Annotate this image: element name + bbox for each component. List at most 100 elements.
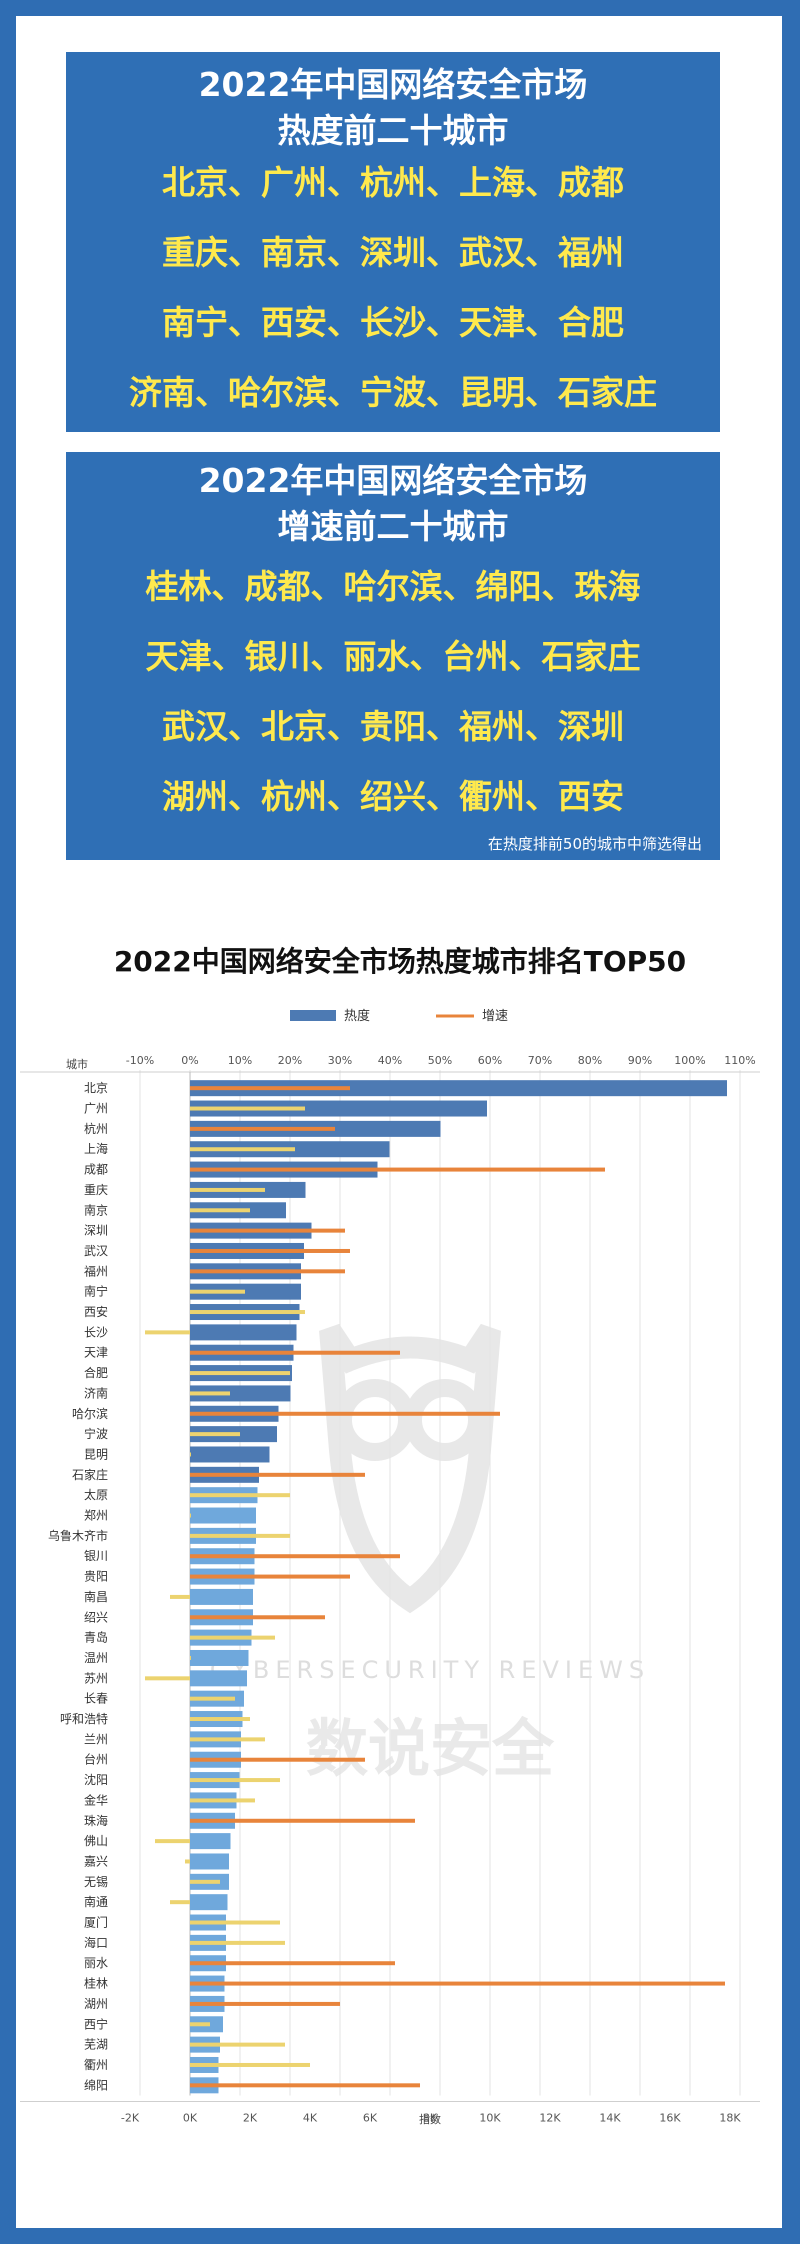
growth-tick-label: 20% <box>278 1054 302 1067</box>
heat-tick-label: 2K <box>243 2112 258 2125</box>
category-label: 上海 <box>84 1141 108 1156</box>
heat-bar <box>190 1588 253 1605</box>
growth-bar <box>190 2001 340 2006</box>
heat-tick-label: 4K <box>303 2112 318 2125</box>
category-label: 无锡 <box>84 1874 108 1889</box>
heat-tick-label: 16K <box>659 2112 681 2125</box>
category-label: 郑州 <box>84 1508 108 1523</box>
category-label: 衢州 <box>84 2058 108 2072</box>
heat-bar <box>190 1385 291 1402</box>
growth-bar <box>190 1391 230 1396</box>
category-axis-label: 城市 <box>66 1057 88 1071</box>
growth-bar <box>190 1920 280 1925</box>
growth-tick-label: 90% <box>628 1054 652 1067</box>
growth-bar <box>190 1798 255 1803</box>
growth-bar <box>190 1574 350 1579</box>
growth-tick-label: 80% <box>578 1054 602 1067</box>
category-label: 南宁 <box>84 1284 108 1299</box>
category-label: 宁波 <box>84 1426 108 1441</box>
growth-bar <box>190 1615 325 1620</box>
growth-box-line-4: 湖州、杭州、绍兴、衢州、西安 <box>162 777 624 816</box>
category-label: 西安 <box>84 1304 108 1319</box>
growth-bar <box>190 1106 305 1111</box>
heat-tick-label: 6K <box>363 2112 378 2125</box>
category-label: 武汉 <box>84 1244 108 1258</box>
heat-bar <box>190 1507 256 1524</box>
category-label: 深圳 <box>84 1224 108 1238</box>
category-label: 金华 <box>84 1792 108 1807</box>
category-label: 丽水 <box>84 1956 108 1970</box>
heat-tick-label: 14K <box>599 2112 621 2125</box>
growth-box-title2: 增速前二十城市 <box>277 507 509 546</box>
category-label: 绵阳 <box>84 2078 108 2092</box>
hot-box-line-3: 南宁、西安、长沙、天津、合肥 <box>162 303 624 342</box>
x-axis-label: 指数 <box>419 2112 441 2126</box>
growth-bar <box>190 2083 420 2088</box>
category-label: 台州 <box>84 1752 108 1767</box>
growth-bar <box>190 1696 235 1701</box>
heat-tick-label: 10K <box>479 2112 501 2125</box>
growth-box-title1: 2022年中国网络安全市场 <box>198 461 588 500</box>
category-label: 厦门 <box>84 1915 108 1930</box>
growth-bar <box>190 1818 415 1823</box>
growth-bar <box>190 1350 400 1355</box>
growth-bar <box>145 1330 190 1335</box>
growth-bar <box>190 1513 191 1518</box>
category-label: 天津 <box>84 1346 108 1360</box>
category-label: 佛山 <box>84 1834 108 1848</box>
category-label: 济南 <box>84 1385 108 1400</box>
category-label: 海口 <box>84 1935 108 1950</box>
growth-bar <box>190 1228 345 1233</box>
growth-bar <box>145 1676 190 1681</box>
category-label: 广州 <box>84 1102 108 1116</box>
category-label: 兰州 <box>84 1732 108 1746</box>
heat-tick-label: -2K <box>121 2112 140 2125</box>
watermark-text-en: CYBERSECURITY REVIEWS <box>210 1656 650 1684</box>
legend-growth-label: 增速 <box>482 1009 508 1024</box>
growth-box-line-1: 桂林、成都、哈尔滨、绵阳、珠海 <box>145 567 641 606</box>
heat-bar <box>190 1324 297 1341</box>
hot-top20-box: 2022年中国网络安全市场 热度前二十城市 北京、广州、杭州、上海、成都 重庆、… <box>66 52 720 432</box>
category-label: 长春 <box>84 1692 108 1706</box>
category-label: 苏州 <box>84 1671 108 1685</box>
growth-bar <box>190 1533 290 1538</box>
growth-bar <box>190 1737 265 1742</box>
heat-bar <box>190 1100 487 1117</box>
growth-bar <box>190 1493 290 1498</box>
category-label: 昆明 <box>84 1447 108 1461</box>
category-label: 贵阳 <box>84 1570 108 1584</box>
growth-bar <box>185 1859 190 1864</box>
growth-bar <box>190 1452 191 1457</box>
growth-tick-label: 30% <box>328 1054 352 1067</box>
category-label: 石家庄 <box>72 1467 108 1482</box>
growth-bar <box>190 1310 305 1315</box>
heat-tick-label: 8K <box>423 2112 438 2125</box>
growth-bar <box>190 2062 310 2067</box>
heat-bar <box>190 1446 270 1463</box>
growth-bar <box>190 1147 295 1152</box>
category-label: 南京 <box>84 1202 108 1217</box>
category-label: 温州 <box>84 1651 108 1665</box>
category-label: 福州 <box>84 1263 108 1278</box>
category-label: 芜湖 <box>84 2037 108 2052</box>
growth-bar <box>155 1839 190 1844</box>
heat-bar <box>190 1283 301 1300</box>
growth-bar <box>190 1981 725 1986</box>
category-label: 桂林 <box>84 1976 108 1991</box>
legend-heat-swatch <box>290 1010 336 1021</box>
growth-bar <box>190 1472 365 1477</box>
growth-tick-label: 70% <box>528 1054 552 1067</box>
heat-bar <box>190 1894 228 1911</box>
growth-box-line-2: 天津、银川、丽水、台州、石家庄 <box>145 637 641 676</box>
category-label: 合肥 <box>84 1365 108 1380</box>
category-label: 银川 <box>84 1549 108 1563</box>
growth-bar <box>190 1635 275 1640</box>
heat-bar <box>190 1649 249 1666</box>
category-label: 长沙 <box>84 1325 108 1339</box>
category-label: 南昌 <box>84 1589 108 1604</box>
category-label: 杭州 <box>84 1121 108 1136</box>
heat-tick-label: 18K <box>719 2112 741 2125</box>
growth-bar <box>190 1655 191 1660</box>
watermark-text-cn: 数说安全 <box>306 1712 555 1785</box>
hot-box-title1: 2022年中国网络安全市场 <box>198 65 588 104</box>
